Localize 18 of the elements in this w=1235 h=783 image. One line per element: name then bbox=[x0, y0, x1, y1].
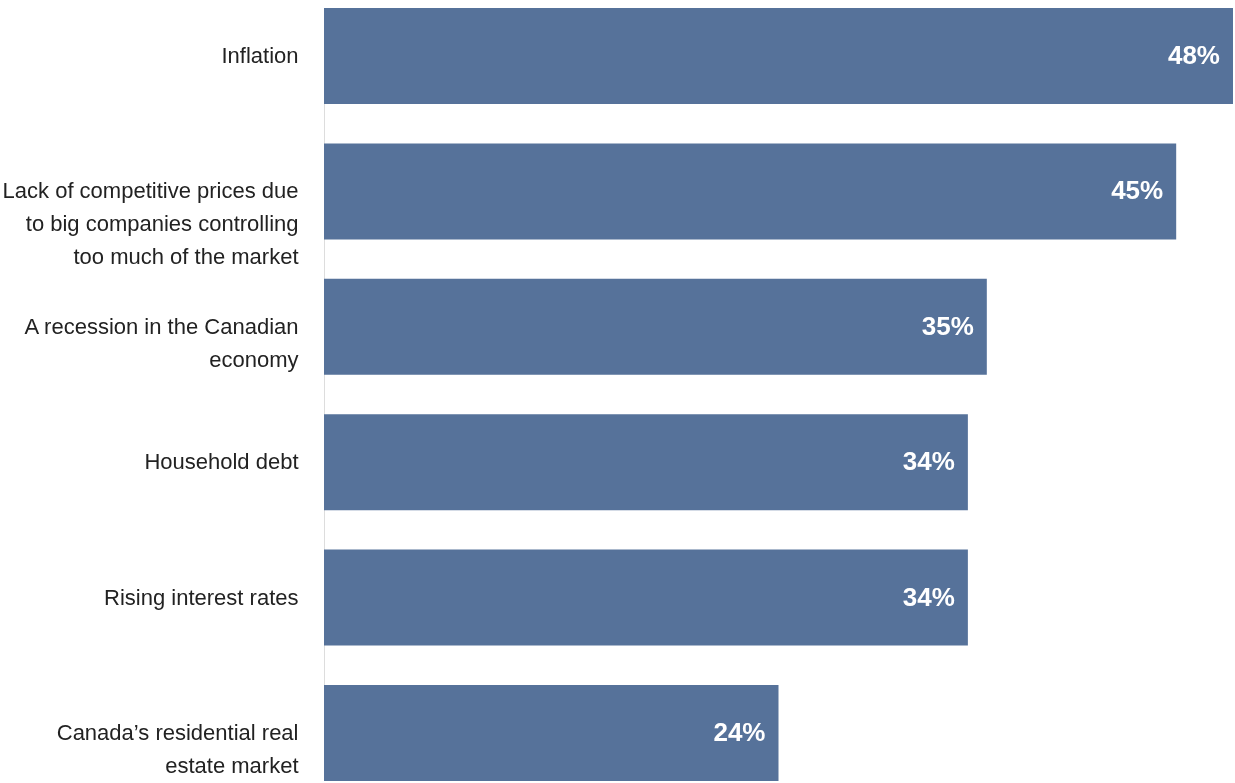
bar bbox=[324, 278, 987, 375]
data-label: 45% bbox=[1111, 175, 1164, 206]
bar bbox=[324, 414, 968, 511]
bar bbox=[324, 143, 1177, 240]
data-label: 34% bbox=[902, 446, 955, 477]
y-tick-label: Lack of competitive prices due to big companies controlling too much of the market bbox=[2, 178, 299, 270]
y-tick-label: Canada’s residential real estate market bbox=[56, 719, 299, 778]
data-label: 48% bbox=[1167, 40, 1220, 71]
bar bbox=[324, 549, 968, 646]
data-label: 24% bbox=[713, 716, 766, 747]
y-tick-label: Inflation bbox=[221, 43, 299, 69]
data-label: 34% bbox=[902, 581, 955, 612]
bar bbox=[324, 684, 779, 781]
y-tick-label: Household debt bbox=[144, 449, 299, 475]
y-tick-label: A recession in the Canadian economy bbox=[24, 313, 299, 372]
bar bbox=[324, 8, 1233, 105]
y-tick-label: Rising interest rates bbox=[104, 584, 299, 610]
data-label: 35% bbox=[921, 310, 974, 341]
